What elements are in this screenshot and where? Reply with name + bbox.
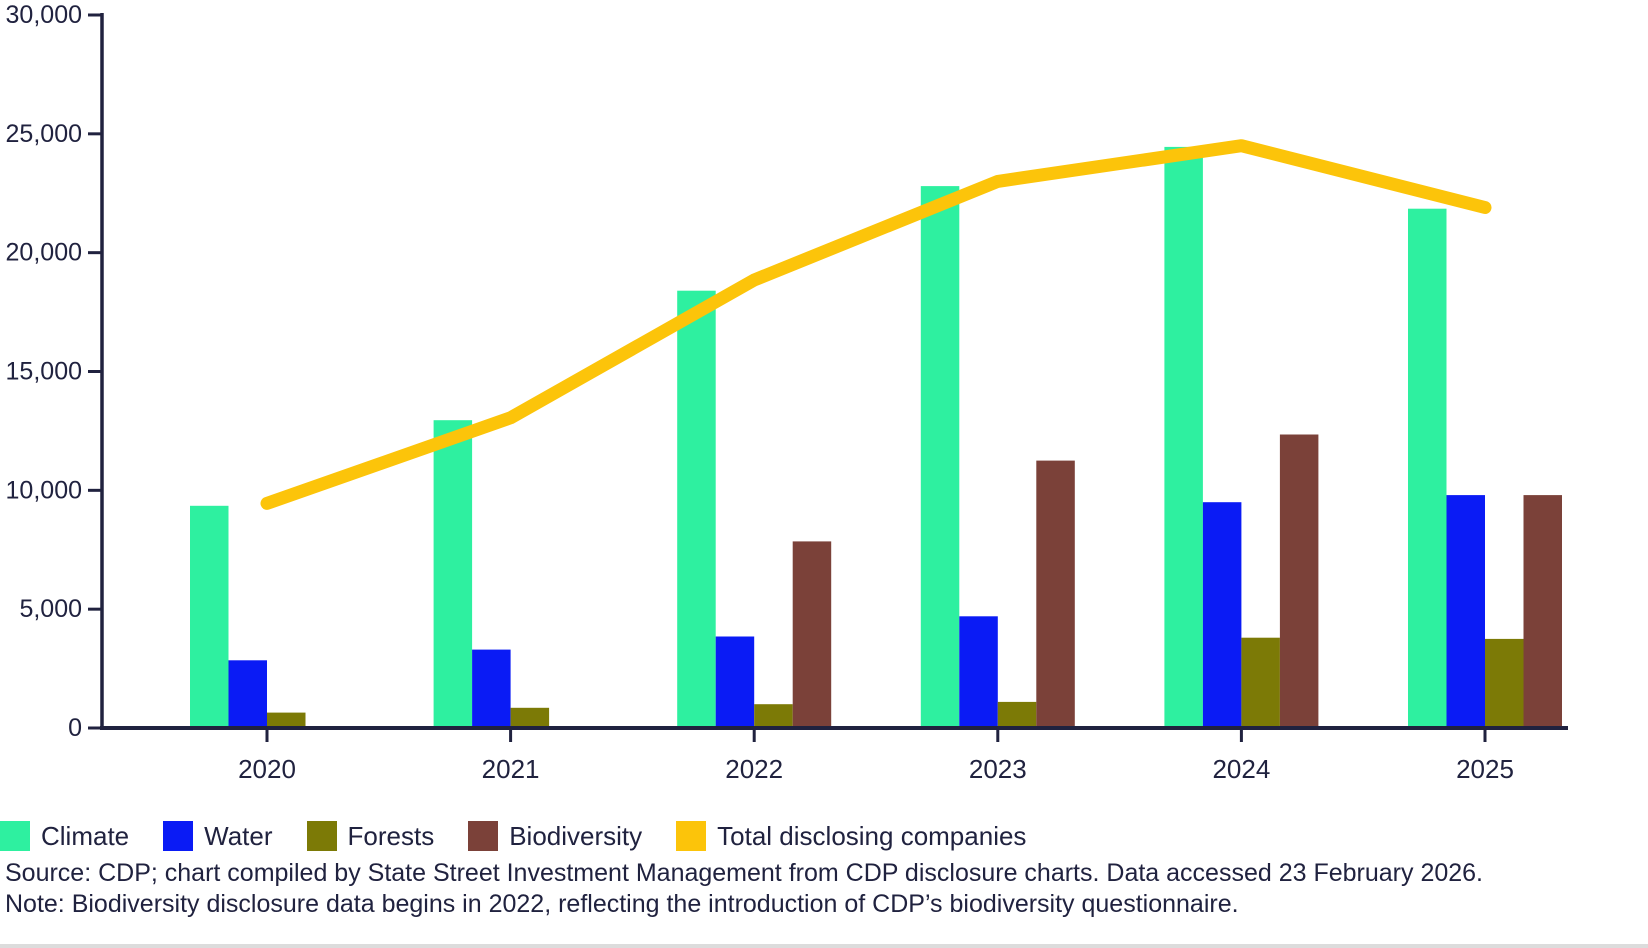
biodiversity-note: Note: Biodiversity disclosure data begin…: [5, 890, 1239, 918]
legend-item-climate: Climate: [0, 821, 129, 852]
bar-climate-2025: [1408, 208, 1447, 728]
bar-climate-2020: [190, 505, 229, 728]
bar-forests-2024: [1241, 637, 1280, 728]
bar-climate-2021: [433, 420, 473, 728]
legend-item-biodiversity: Biodiversity: [468, 821, 642, 852]
y-tick-label: 30,000: [6, 1, 82, 29]
bar-water-2025: [1446, 495, 1485, 728]
x-tick-label: 2023: [969, 754, 1027, 784]
bar-forests-2022: [754, 704, 793, 728]
footnotes: Source: CDP; chart compiled by State Str…: [5, 858, 1483, 920]
total-disclosing-companies-swatch-icon: [676, 821, 707, 851]
y-tick-label: 10,000: [6, 476, 82, 504]
legend-label-biodiversity: Biodiversity: [509, 820, 643, 851]
water-swatch-icon: [163, 821, 194, 851]
chart-svg: 0 5,000 10,000 15,000 20,000 25,000 30,000 2020…: [6, 1, 1568, 784]
x-tick-label: 2024: [1212, 754, 1270, 784]
forests-swatch-icon: [306, 821, 337, 851]
bar-climate-2024: [1164, 146, 1203, 728]
x-tick-label: 2021: [482, 754, 540, 784]
y-tick-label: 0: [68, 714, 82, 742]
y-tick-label: 20,000: [6, 239, 82, 267]
y-tick-label: 15,000: [6, 358, 82, 386]
bottom-divider: [0, 944, 1648, 948]
bar-biodiversity-2023: [1036, 460, 1075, 728]
y-tick-label: 5,000: [19, 595, 82, 623]
bar-climate-2023: [920, 186, 960, 729]
bar-biodiversity-2022: [792, 541, 832, 728]
biodiversity-swatch-icon: [468, 821, 499, 851]
legend-item-total-disclosing-companies: Total disclosing companies: [676, 821, 1026, 852]
source-note: Source: CDP; chart compiled by State Str…: [5, 859, 1484, 887]
bar-forests-2025: [1485, 638, 1524, 728]
climate-swatch-icon: [0, 821, 30, 851]
x-tick-label: 2022: [725, 754, 783, 784]
bar-forests-2021: [510, 707, 550, 728]
legend: Climate Water Forests Biodiversity Total…: [0, 819, 1026, 853]
total-disclosing-companies-line: [260, 139, 1492, 510]
y-tick-label: 25,000: [6, 120, 82, 148]
bar-water-2022: [715, 636, 755, 728]
legend-label-water: Water: [204, 820, 273, 851]
bar-biodiversity-2024: [1279, 434, 1319, 728]
legend-label-forests: Forests: [347, 820, 435, 851]
legend-item-water: Water: [163, 820, 273, 852]
bar-climate-2022: [677, 290, 716, 728]
x-tick-label: 2020: [238, 754, 296, 784]
bar-water-2020: [228, 660, 267, 728]
legend-label-total-disclosing-companies: Total disclosing companies: [717, 820, 1027, 851]
bar-water-2021: [472, 649, 511, 728]
bar-forests-2020: [267, 712, 306, 728]
legend-label-climate: Climate: [41, 820, 130, 851]
bar-water-2023: [959, 616, 998, 728]
bar-biodiversity-2025: [1523, 495, 1562, 728]
x-tick-label: 2025: [1456, 754, 1514, 784]
bar-forests-2023: [997, 701, 1037, 728]
legend-item-forests: Forests: [306, 820, 435, 852]
plot-area: 0 5,000 10,000 15,000 20,000 25,000 30,000 2020…: [6, 1, 1568, 784]
bar-water-2024: [1202, 502, 1242, 728]
